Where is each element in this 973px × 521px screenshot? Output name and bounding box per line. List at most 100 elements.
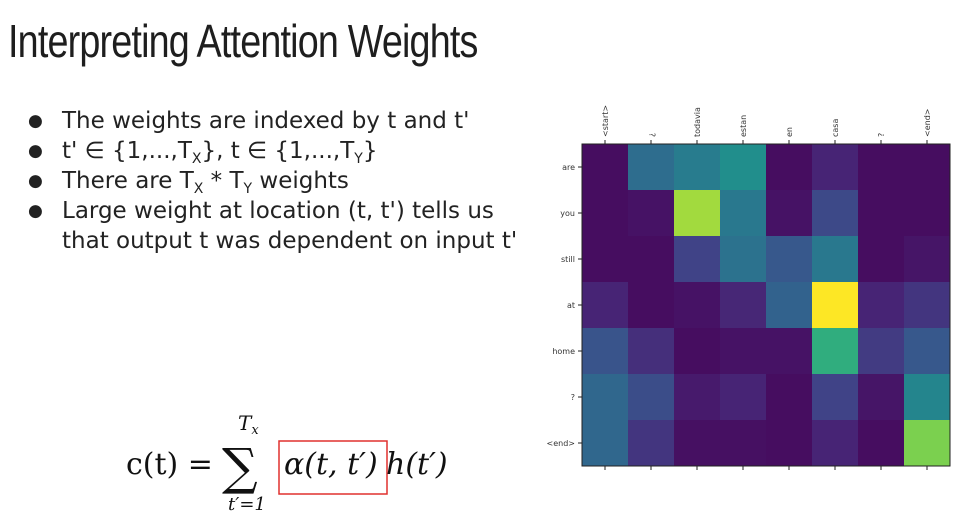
heatmap-cell [812, 374, 858, 420]
heatmap-cell [766, 282, 812, 328]
y-tick-label: still [561, 255, 575, 264]
heatmap-cell [674, 282, 720, 328]
heatmap-cell [904, 190, 950, 236]
heatmap-cell [674, 420, 720, 466]
x-tick-label: ¿ [647, 133, 656, 137]
heatmap-cell [858, 190, 904, 236]
formula-lower-limit: t′=1 [228, 494, 266, 515]
heatmap-cell [582, 190, 628, 236]
y-tick-label: you [560, 209, 575, 218]
formula-sum-symbol: ∑ [222, 438, 258, 496]
heatmap-cell [766, 144, 812, 190]
heatmap-cell [858, 420, 904, 466]
heatmap-cell [582, 282, 628, 328]
heatmap-cell [904, 144, 950, 190]
heatmap-cell [904, 328, 950, 374]
heatmap-cell [812, 282, 858, 328]
heatmap-cell [582, 144, 628, 190]
heatmap-cell [628, 328, 674, 374]
heatmap-cell [582, 236, 628, 282]
heatmap-cell [720, 420, 766, 466]
heatmap-cell [628, 282, 674, 328]
bullet-text: that output t was dependent on input t' [62, 228, 518, 254]
heatmap-cell [812, 144, 858, 190]
heatmap-cell [582, 420, 628, 466]
y-tick-label: ? [571, 393, 575, 402]
y-tick-label: at [567, 301, 575, 310]
x-tick-label: casa [831, 119, 840, 137]
y-tick-label: are [562, 163, 575, 172]
heatmap-cell [812, 420, 858, 466]
heatmap-cell [720, 190, 766, 236]
bullet-subscript: Y [243, 181, 253, 197]
bullet-text: There are T [62, 168, 194, 194]
heatmap-cell [812, 236, 858, 282]
bullet-text: weights [252, 168, 349, 194]
x-tick-label: estan [739, 115, 748, 137]
bullet-item: The weights are indexed by t and t' [28, 106, 517, 136]
heatmap-cell [674, 236, 720, 282]
heatmap-cell [904, 282, 950, 328]
heatmap-cell [628, 144, 674, 190]
heatmap-cell [858, 374, 904, 420]
heatmap-cell [766, 374, 812, 420]
heatmap-cell [766, 236, 812, 282]
heatmap-cell [720, 374, 766, 420]
y-tick-label: <end> [547, 439, 575, 448]
bullet-subscript: Y [354, 151, 363, 167]
heatmap-cell [766, 420, 812, 466]
heatmap-cell [628, 236, 674, 282]
slide-title: Interpreting Attention Weights [8, 15, 478, 67]
bullet-text: The weights are indexed by t and t' [62, 108, 470, 134]
bullet-subscript: X [191, 151, 202, 167]
y-tick-label: home [552, 347, 575, 356]
heatmap-cell [858, 144, 904, 190]
heatmap-cell [858, 236, 904, 282]
heatmap-cell [582, 374, 628, 420]
heatmap-cell [628, 190, 674, 236]
x-tick-label: todavia [693, 107, 702, 137]
formula-alpha-term: α(t, t′) [284, 447, 378, 482]
bullet-list: The weights are indexed by t and t't' ∈ … [28, 106, 517, 256]
heatmap-cell [720, 236, 766, 282]
bullet-item: There are TX * TY weights [28, 166, 517, 196]
heatmap-cell [904, 374, 950, 420]
heatmap-cell [628, 374, 674, 420]
heatmap-cell [904, 236, 950, 282]
bullet-item: t' ∈ {1,...,TX}, t ∈ {1,...,TY} [28, 136, 517, 166]
heatmap-cell [582, 328, 628, 374]
heatmap-cell [720, 144, 766, 190]
x-tick-label: en [785, 127, 794, 137]
formula-upper-limit: Tx [238, 411, 259, 438]
heatmap-cell [720, 328, 766, 374]
x-tick-label: ? [877, 133, 886, 137]
attention-heatmap: <start> ¿ todavia estan en casa? <end> are you st… [547, 105, 951, 470]
x-tick-label: <start> [601, 105, 610, 137]
heatmap-cell [812, 190, 858, 236]
heatmap-cell [674, 144, 720, 190]
heatmap-cell [674, 374, 720, 420]
alpha-highlight-box [278, 440, 388, 495]
bullet-text: t' ∈ {1,...,T [62, 138, 192, 164]
heatmap-cell [858, 328, 904, 374]
heatmap-cell [766, 328, 812, 374]
heatmap-cell [858, 282, 904, 328]
heatmap-cell [628, 420, 674, 466]
formula-upper-T: T [238, 411, 253, 435]
bullet-text: * T [203, 168, 244, 194]
bullet-text: } [362, 138, 378, 164]
formula-lhs: c(t) = [126, 447, 213, 482]
bullet-item: Large weight at location (t, t') tells u… [28, 196, 517, 226]
x-tick-label: <end> [923, 109, 932, 137]
heatmap-cell [766, 190, 812, 236]
bullet-text: Large weight at location (t, t') tells u… [62, 198, 494, 224]
heatmap-cell [812, 328, 858, 374]
heatmap-cell [904, 420, 950, 466]
heatmap-cell [674, 190, 720, 236]
heatmap-cell [720, 282, 766, 328]
heatmap-cell [674, 328, 720, 374]
formula-upper-sub: x [251, 423, 259, 438]
bullet-subscript: X [193, 181, 204, 197]
bullet-item: that output t was dependent on input t' [28, 226, 517, 256]
bullet-text: }, t ∈ {1,...,T [201, 138, 355, 164]
